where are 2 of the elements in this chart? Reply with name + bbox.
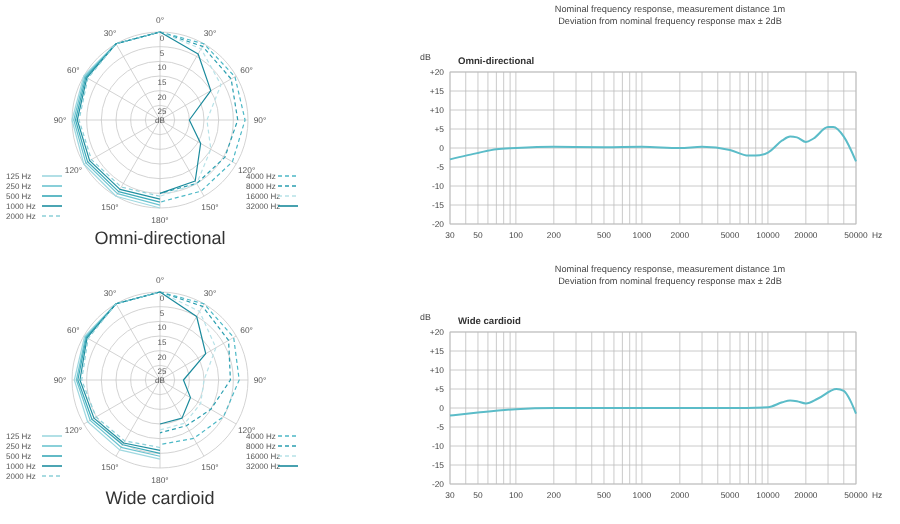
text: Omni-directional (94, 228, 226, 248)
text: Wide cardioid (105, 488, 215, 508)
